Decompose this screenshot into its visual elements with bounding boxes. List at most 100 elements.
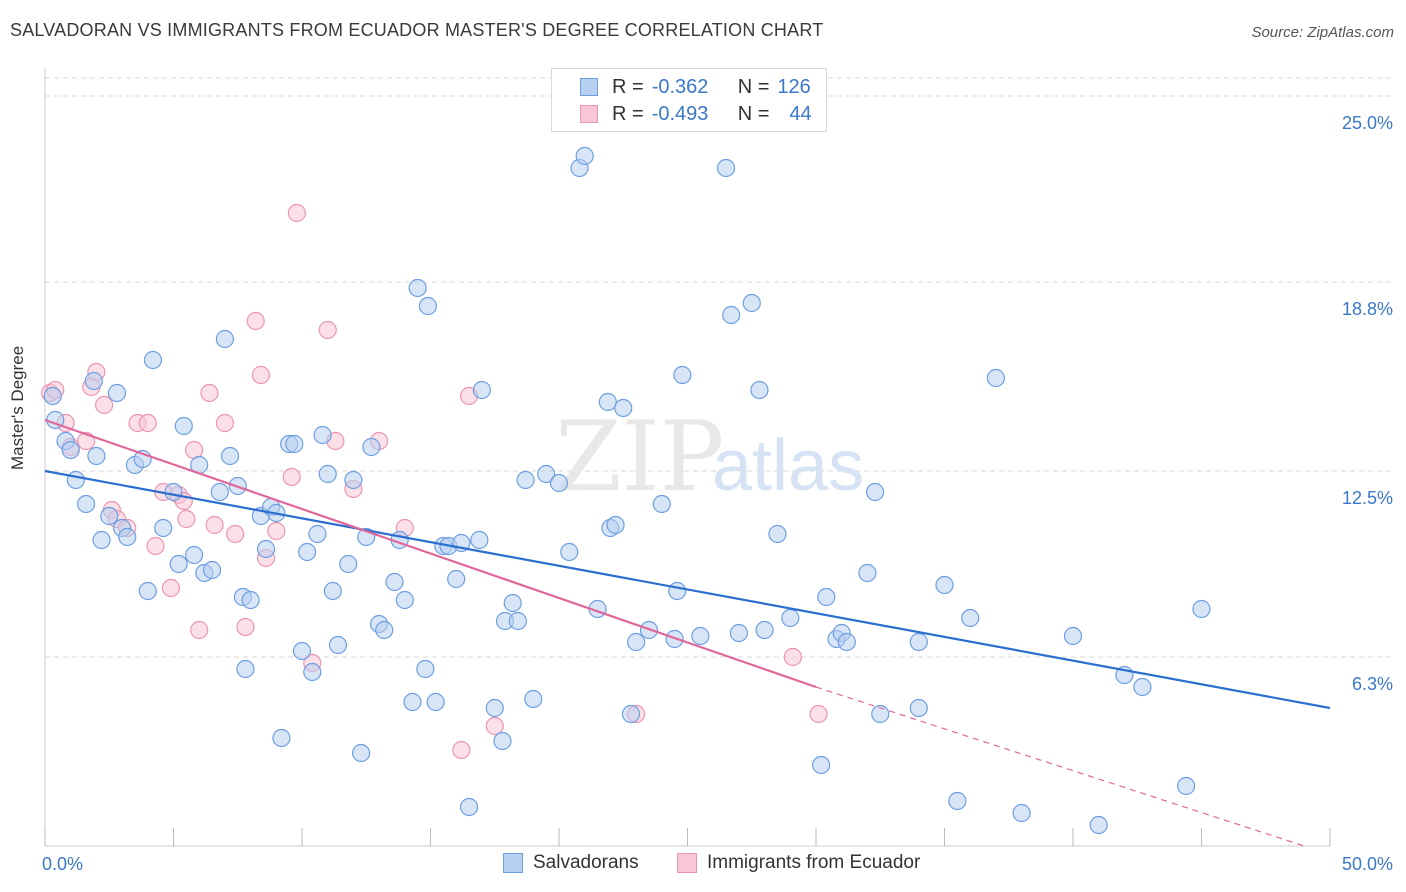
point-salvadoran xyxy=(871,704,890,724)
point-salvadoran xyxy=(858,563,877,583)
point-salvadoran xyxy=(626,632,646,652)
legend-n-label: N = xyxy=(737,75,770,98)
point-salvadoran xyxy=(768,524,787,544)
point-salvadoran xyxy=(313,425,332,445)
point-salvadoran xyxy=(220,446,240,466)
point-salvadoran xyxy=(308,524,327,544)
point-salvadoran xyxy=(812,755,831,775)
point-salvadoran xyxy=(560,542,579,562)
y-tick-label: 6.3% xyxy=(1352,674,1393,694)
point-salvadoran xyxy=(668,581,687,601)
point-salvadoran xyxy=(1012,803,1031,823)
legend-r-value: -0.362 xyxy=(651,75,709,98)
point-salvadoran xyxy=(256,539,276,559)
stats-legend: R = -0.362 N = 126 R = -0.493 N = 44 xyxy=(551,68,827,132)
x-tick-label: 0.0% xyxy=(42,854,83,874)
point-salvadoran xyxy=(1192,599,1211,619)
point-salvadoran xyxy=(303,662,322,682)
point-salvadoran xyxy=(318,464,337,484)
point-salvadoran xyxy=(164,482,183,502)
point-ecuador xyxy=(485,716,504,736)
point-ecuador xyxy=(236,617,255,637)
point-salvadoran xyxy=(66,470,85,490)
x-tick-label: 50.0% xyxy=(1342,854,1393,874)
point-salvadoran xyxy=(298,542,317,562)
legend-item-ecuador[interactable]: Immigrants from Ecuador xyxy=(677,852,920,874)
point-salvadoran xyxy=(716,158,736,178)
point-salvadoran xyxy=(909,632,928,652)
watermark-zip: ZIP xyxy=(555,401,724,513)
point-salvadoran xyxy=(202,560,222,580)
point-salvadoran xyxy=(138,581,157,601)
legend-swatch-ecuador xyxy=(677,853,697,873)
legend-r-label: R = xyxy=(612,75,644,98)
point-salvadoran xyxy=(909,698,928,718)
point-salvadoran xyxy=(77,494,96,514)
point-salvadoran xyxy=(339,554,358,574)
point-salvadoran xyxy=(493,731,512,751)
point-salvadoran xyxy=(1089,815,1108,835)
point-salvadoran xyxy=(459,797,479,817)
point-salvadoran xyxy=(92,530,111,550)
point-salvadoran xyxy=(323,581,342,601)
point-ecuador xyxy=(318,320,337,340)
point-salvadoran xyxy=(43,386,62,406)
point-salvadoran xyxy=(961,608,980,628)
point-salvadoran xyxy=(292,641,312,661)
legend-swatch-pink xyxy=(580,105,598,123)
point-salvadoran xyxy=(781,608,800,628)
point-salvadoran xyxy=(817,587,836,607)
legend-label-salvadorans: Salvadorans xyxy=(533,852,639,873)
point-salvadoran xyxy=(328,635,348,655)
point-salvadoran xyxy=(447,569,466,589)
point-salvadoran xyxy=(100,506,119,526)
point-salvadoran xyxy=(285,434,304,454)
point-salvadoran xyxy=(866,482,885,502)
trendline-ecuador-extension xyxy=(815,686,1305,847)
point-salvadoran xyxy=(472,380,491,400)
point-salvadoran xyxy=(470,530,489,550)
point-salvadoran xyxy=(362,437,381,457)
legend-item-salvadorans[interactable]: Salvadorans xyxy=(503,852,639,874)
point-ecuador xyxy=(287,203,306,223)
point-salvadoran xyxy=(691,626,710,646)
point-salvadoran xyxy=(503,593,522,613)
point-salvadoran xyxy=(61,440,80,460)
point-ecuador xyxy=(783,647,802,667)
y-tick-label: 25.0% xyxy=(1342,113,1393,133)
point-salvadoran xyxy=(154,518,173,538)
point-ecuador xyxy=(246,311,265,331)
point-salvadoran xyxy=(241,590,260,610)
point-salvadoran xyxy=(385,572,404,592)
point-salvadoran xyxy=(107,383,127,403)
trendline-salvadorans xyxy=(44,469,1331,710)
legend-swatch-blue xyxy=(580,78,598,96)
point-salvadoran xyxy=(837,632,856,652)
watermark-atlas: atlas xyxy=(712,426,864,506)
y-axis-label: Master's Degree xyxy=(8,345,27,470)
point-salvadoran xyxy=(549,473,569,493)
point-salvadoran xyxy=(143,350,163,370)
point-salvadoran xyxy=(516,470,535,490)
point-salvadoran xyxy=(408,278,427,298)
point-salvadoran xyxy=(750,380,769,400)
y-tick-label: 18.8% xyxy=(1342,299,1393,319)
point-salvadoran xyxy=(416,659,435,679)
legend-n-value: 126 xyxy=(777,75,811,98)
source-label: Source: ZipAtlas.com xyxy=(1251,24,1394,41)
point-salvadoran xyxy=(652,494,671,514)
point-salvadoran xyxy=(742,293,761,313)
point-ecuador xyxy=(205,515,224,535)
chart-title: SALVADORAN VS IMMIGRANTS FROM ECUADOR MA… xyxy=(10,20,824,40)
point-salvadoran xyxy=(755,620,774,640)
legend-r-label: R = xyxy=(612,102,644,125)
point-salvadoran xyxy=(426,692,445,712)
point-ecuador xyxy=(177,509,196,529)
point-ecuador xyxy=(95,395,114,415)
point-salvadoran xyxy=(395,590,414,610)
point-salvadoran xyxy=(344,470,363,490)
point-ecuador xyxy=(146,536,165,556)
point-salvadoran xyxy=(174,416,193,436)
point-salvadoran xyxy=(375,620,394,640)
